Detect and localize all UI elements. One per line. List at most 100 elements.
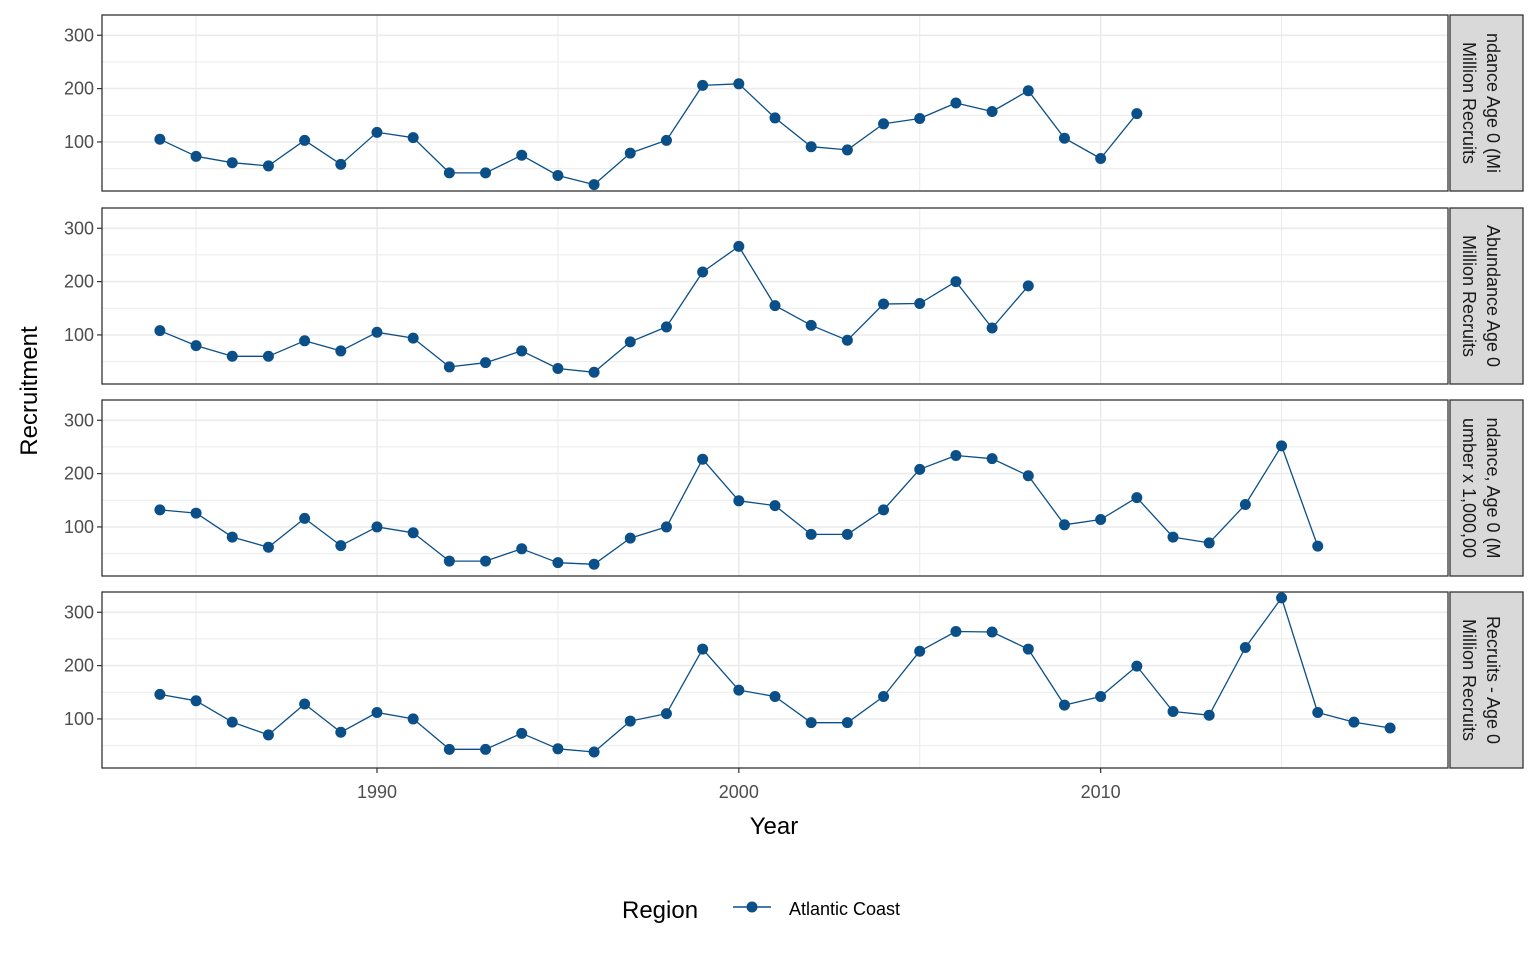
data-point bbox=[588, 179, 600, 191]
data-point bbox=[805, 319, 817, 331]
data-point bbox=[443, 555, 455, 567]
data-point bbox=[624, 532, 636, 544]
data-point bbox=[1384, 722, 1396, 734]
data-point bbox=[407, 132, 419, 144]
data-point bbox=[733, 684, 745, 696]
y-tick-label: 300 bbox=[64, 25, 94, 45]
facet-strip-label: Million Recruits bbox=[1459, 619, 1479, 741]
data-point bbox=[1348, 716, 1360, 728]
data-point bbox=[190, 695, 202, 707]
facet-strip bbox=[1449, 591, 1524, 769]
data-point bbox=[226, 350, 238, 362]
data-point bbox=[1022, 643, 1034, 655]
data-point bbox=[1312, 707, 1324, 719]
facet-strip-label: umber x 1,000,00 bbox=[1459, 418, 1479, 558]
data-point bbox=[443, 167, 455, 179]
y-tick-label: 200 bbox=[64, 79, 94, 99]
data-point bbox=[371, 126, 383, 138]
data-point bbox=[1203, 709, 1215, 721]
data-point bbox=[805, 528, 817, 540]
legend-key-marker bbox=[746, 901, 758, 913]
y-tick-label: 100 bbox=[64, 517, 94, 537]
panel-border bbox=[101, 207, 1449, 385]
data-point bbox=[154, 325, 166, 337]
y-tick-label: 100 bbox=[64, 132, 94, 152]
y-tick-label: 100 bbox=[64, 325, 94, 345]
data-point bbox=[407, 713, 419, 725]
y-tick-label: 100 bbox=[64, 709, 94, 729]
data-point bbox=[914, 463, 926, 475]
facet-strip bbox=[1449, 207, 1524, 385]
data-point bbox=[262, 160, 274, 172]
data-point bbox=[769, 300, 781, 312]
data-point bbox=[516, 345, 528, 357]
data-point bbox=[371, 707, 383, 719]
data-point bbox=[1239, 499, 1251, 511]
y-tick-label: 300 bbox=[64, 218, 94, 238]
data-point bbox=[769, 691, 781, 703]
data-point bbox=[1131, 492, 1143, 504]
panel-border bbox=[101, 399, 1449, 577]
data-point bbox=[878, 298, 890, 310]
data-point bbox=[226, 531, 238, 543]
data-point bbox=[262, 350, 274, 362]
x-tick-label: 1990 bbox=[357, 782, 397, 802]
data-point bbox=[1095, 152, 1107, 164]
data-point bbox=[1167, 705, 1179, 717]
data-point bbox=[733, 78, 745, 90]
data-point bbox=[1058, 519, 1070, 531]
data-point bbox=[1131, 660, 1143, 672]
data-point bbox=[299, 134, 311, 146]
data-point bbox=[226, 716, 238, 728]
data-point bbox=[805, 141, 817, 153]
y-tick-label: 200 bbox=[64, 464, 94, 484]
data-point bbox=[407, 527, 419, 539]
x-tick-label: 2010 bbox=[1081, 782, 1121, 802]
data-point bbox=[190, 150, 202, 162]
y-tick-label: 300 bbox=[64, 602, 94, 622]
data-point bbox=[986, 626, 998, 638]
data-point bbox=[299, 335, 311, 347]
data-point bbox=[588, 366, 600, 378]
data-point bbox=[878, 118, 890, 130]
data-point bbox=[950, 97, 962, 109]
data-point bbox=[262, 729, 274, 741]
data-point bbox=[733, 240, 745, 252]
data-point bbox=[1276, 592, 1288, 604]
data-point bbox=[335, 345, 347, 357]
x-tick-label: 2000 bbox=[719, 782, 759, 802]
facet-strip bbox=[1449, 14, 1524, 192]
data-point bbox=[190, 507, 202, 519]
legend: Region Atlantic Coast bbox=[622, 897, 900, 924]
data-point bbox=[660, 708, 672, 720]
data-point bbox=[1095, 691, 1107, 703]
data-point bbox=[588, 558, 600, 570]
data-point bbox=[878, 691, 890, 703]
series-line bbox=[159, 245, 1029, 373]
data-point bbox=[154, 688, 166, 700]
data-point bbox=[1203, 537, 1215, 549]
data-point bbox=[950, 276, 962, 288]
legend-label: Atlantic Coast bbox=[789, 899, 900, 919]
data-point bbox=[1276, 440, 1288, 452]
data-point bbox=[697, 643, 709, 655]
data-point bbox=[624, 147, 636, 159]
data-point bbox=[552, 170, 564, 182]
data-point bbox=[1131, 108, 1143, 120]
x-axis-title: Year bbox=[750, 813, 799, 840]
data-point bbox=[1058, 132, 1070, 144]
data-point bbox=[841, 717, 853, 729]
data-point bbox=[841, 144, 853, 156]
data-point bbox=[443, 743, 455, 755]
data-point bbox=[516, 727, 528, 739]
data-point bbox=[154, 133, 166, 145]
data-point bbox=[1239, 641, 1251, 653]
data-point bbox=[805, 717, 817, 729]
data-point bbox=[552, 557, 564, 569]
facet-strip-label: Million Recruits bbox=[1459, 235, 1479, 357]
x-axis: 1990 2000 2010 bbox=[357, 768, 1121, 802]
